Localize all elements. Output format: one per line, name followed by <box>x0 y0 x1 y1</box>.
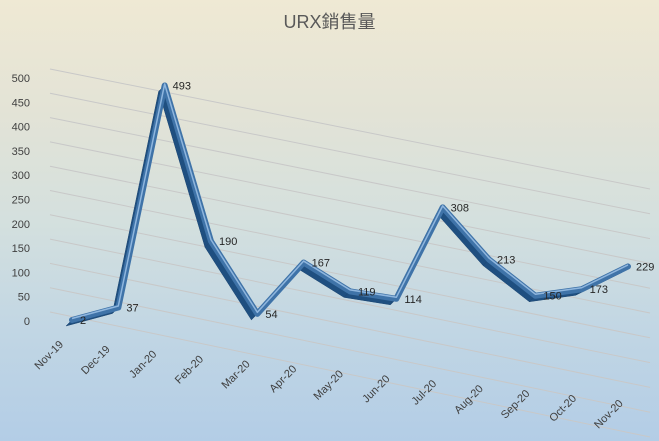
data-label: 150 <box>543 291 561 303</box>
x-tick-label: Jan-20 <box>127 348 159 380</box>
data-label: 493 <box>173 80 191 92</box>
gridline <box>49 165 651 289</box>
gridline <box>49 311 651 438</box>
gridline <box>49 238 651 364</box>
chart-title: URX銷售量 <box>283 12 376 32</box>
line-segment-side <box>436 206 490 266</box>
y-tick-label: 200 <box>12 219 30 231</box>
gridline <box>49 262 651 388</box>
y-tick-label: 450 <box>12 97 30 109</box>
data-label: 37 <box>126 302 138 314</box>
y-tick-label: 350 <box>12 146 30 158</box>
gridline <box>49 214 651 339</box>
data-label: 114 <box>404 294 422 306</box>
gridline <box>49 92 651 215</box>
x-tick-label: Mar-20 <box>220 358 253 391</box>
data-label: 229 <box>636 261 654 273</box>
y-tick-label: 250 <box>12 195 30 207</box>
y-tick-label: 150 <box>12 243 30 255</box>
gridline <box>49 117 651 240</box>
x-tick-label: Feb-20 <box>173 353 206 386</box>
y-tick-label: 100 <box>12 267 30 279</box>
gridline <box>49 287 651 413</box>
x-tick-label: Jul-20 <box>410 378 440 408</box>
x-tick-label: May-20 <box>311 368 345 402</box>
y-tick-label: 400 <box>12 122 30 134</box>
x-tick-label: Sep-20 <box>499 388 533 422</box>
data-label: 2 <box>80 315 86 327</box>
x-tick-label: Aug-20 <box>452 383 486 417</box>
gridline <box>49 68 651 190</box>
y-tick-label: 300 <box>12 170 30 182</box>
x-tick-label: Dec-19 <box>79 344 113 378</box>
data-label: 54 <box>265 309 277 321</box>
data-label: 167 <box>312 258 330 270</box>
y-tick-label: 50 <box>18 292 30 304</box>
data-label: 213 <box>497 254 515 266</box>
data-label: 190 <box>219 236 237 248</box>
x-tick-label: Apr-20 <box>267 363 299 395</box>
data-label: 119 <box>358 286 376 298</box>
x-tick-label: Nov-20 <box>592 398 626 432</box>
data-label: 173 <box>590 284 608 296</box>
y-tick-label: 0 <box>24 316 30 328</box>
x-tick-label: Nov-19 <box>33 339 67 373</box>
series-line-highlight <box>71 83 629 320</box>
x-tick-label: Oct-20 <box>547 393 579 425</box>
data-label: 308 <box>451 202 469 214</box>
y-tick-label: 500 <box>12 73 30 85</box>
